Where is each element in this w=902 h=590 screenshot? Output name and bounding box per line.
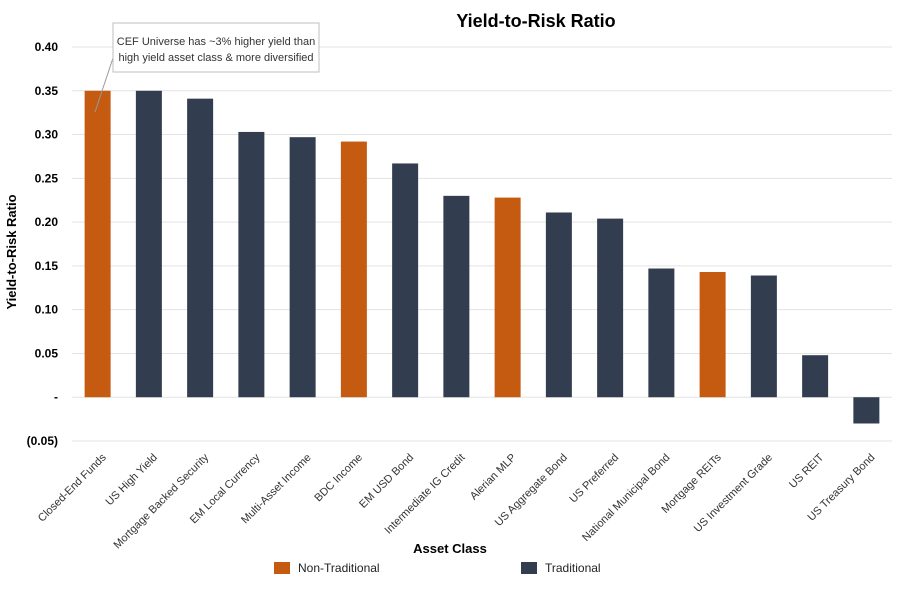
bar xyxy=(699,272,726,398)
x-tick-label: Mortgage Backed Security xyxy=(112,451,212,551)
x-tick-label: Alerian MLP xyxy=(468,452,519,503)
annotation-leader-line xyxy=(94,57,114,113)
x-tick-label: BDC Income xyxy=(312,452,365,505)
x-tick-label: US Preferred xyxy=(567,452,621,506)
legend-label: Traditional xyxy=(545,561,601,575)
annotation-line-1: CEF Universe has ~3% higher yield than xyxy=(117,36,315,48)
y-tick-label: - xyxy=(54,390,58,404)
bar xyxy=(648,268,675,398)
y-tick-label: (0.05) xyxy=(27,434,58,448)
y-tick-label: 0.15 xyxy=(35,259,59,273)
y-tick-label: 0.30 xyxy=(35,128,59,142)
bar xyxy=(392,163,419,398)
legend-swatch xyxy=(521,562,537,574)
bar xyxy=(545,212,572,398)
bar xyxy=(340,141,367,398)
y-tick-label: 0.40 xyxy=(35,40,59,54)
x-tick-label: EM USD Bond xyxy=(357,452,416,511)
y-tick-label: 0.35 xyxy=(35,84,59,98)
legend: Non-Traditional Traditional xyxy=(274,561,601,575)
bar xyxy=(84,90,111,398)
bar xyxy=(853,397,880,424)
y-tick-label: 0.05 xyxy=(35,346,59,360)
x-tick-label: Closed-End Funds xyxy=(36,451,109,524)
bar xyxy=(443,195,470,398)
bar xyxy=(289,137,316,398)
bar xyxy=(187,98,214,398)
y-axis-title: Yield-to-Risk Ratio xyxy=(4,194,19,309)
bar xyxy=(597,218,624,398)
annotation-box xyxy=(112,22,320,73)
y-axis-ticks: 0.40 0.35 0.30 0.25 0.20 0.15 0.10 0.05 - (0.05) xyxy=(27,40,59,448)
annotation-line-2: high yield asset class & more diversifie… xyxy=(118,52,313,64)
x-axis-title: Asset Class xyxy=(413,541,487,556)
annotation: CEF Universe has ~3% higher yield than h… xyxy=(94,22,320,113)
bar xyxy=(802,355,829,398)
bar xyxy=(750,275,777,398)
x-tick-label: National Municipal Bond xyxy=(580,452,672,544)
bar xyxy=(238,131,265,398)
bars xyxy=(84,90,880,424)
legend-swatch xyxy=(274,562,290,574)
x-tick-label: US High Yield xyxy=(104,452,160,508)
y-tick-label: 0.10 xyxy=(35,303,59,317)
chart-title: Yield-to-Risk Ratio xyxy=(456,11,615,31)
y-tick-label: 0.25 xyxy=(35,171,59,185)
y-tick-label: 0.20 xyxy=(35,215,59,229)
bar xyxy=(135,90,162,398)
x-tick-label: US REIT xyxy=(787,451,826,490)
bar xyxy=(494,197,521,398)
legend-label: Non-Traditional xyxy=(298,561,380,575)
